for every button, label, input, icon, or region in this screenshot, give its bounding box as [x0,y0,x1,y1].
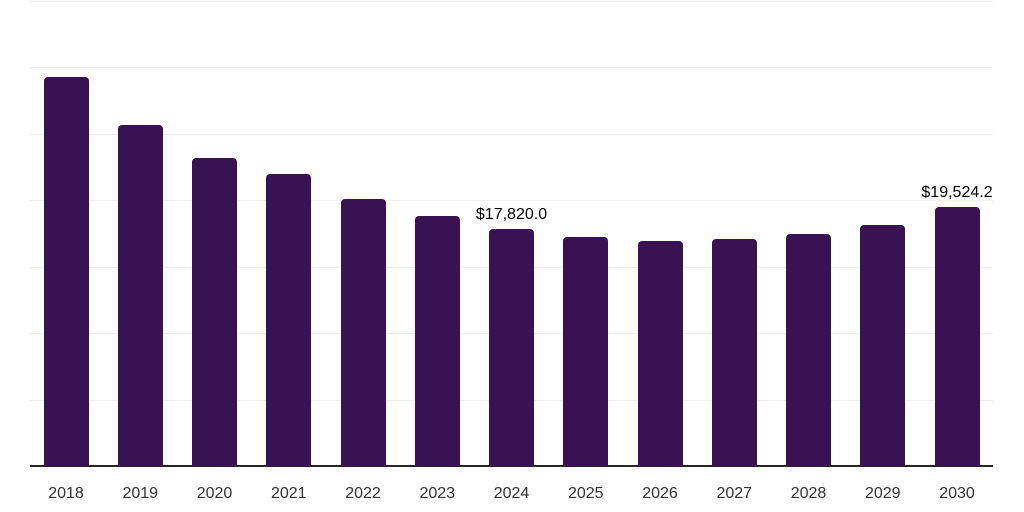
x-tick-label-2018: 2018 [48,485,84,502]
x-axis-line [30,465,993,467]
bar-2025 [563,236,609,466]
bar-2029 [860,224,906,466]
data-label-2030: $19,524.2 [921,183,993,201]
bar-2026 [637,240,683,466]
x-tick-label-2020: 2020 [196,485,233,502]
bar-2028 [786,233,831,466]
x-tick-label-2023: 2023 [419,485,456,502]
x-tick-label-2028: 2028 [790,485,827,502]
x-tick-label-2021: 2021 [270,485,307,502]
x-tick-label-2025: 2025 [567,485,604,502]
gridline [30,200,993,202]
bar-2021 [266,174,312,466]
x-tick-label-2026: 2026 [642,485,678,502]
bar-2024 [489,229,534,466]
x-tick-label-2022: 2022 [345,485,381,502]
x-tick-label-2027: 2027 [716,485,753,502]
data-label-2024: $17,820.0 [475,206,548,224]
gridline [30,133,993,135]
bar-2027 [711,238,757,466]
x-tick-label-2024: 2024 [493,485,530,502]
x-tick-label-2030: 2030 [939,485,975,502]
gridline [30,67,993,69]
x-tick-label-2029: 2029 [864,485,901,502]
gridline [30,1,993,2]
bar-2018 [43,77,89,466]
bar-2019 [117,125,163,466]
bar-2030 [934,206,980,466]
bar-2020 [192,158,237,466]
x-tick-label-2019: 2019 [122,485,159,502]
bar-2023 [414,215,460,466]
bar-2022 [340,198,386,466]
